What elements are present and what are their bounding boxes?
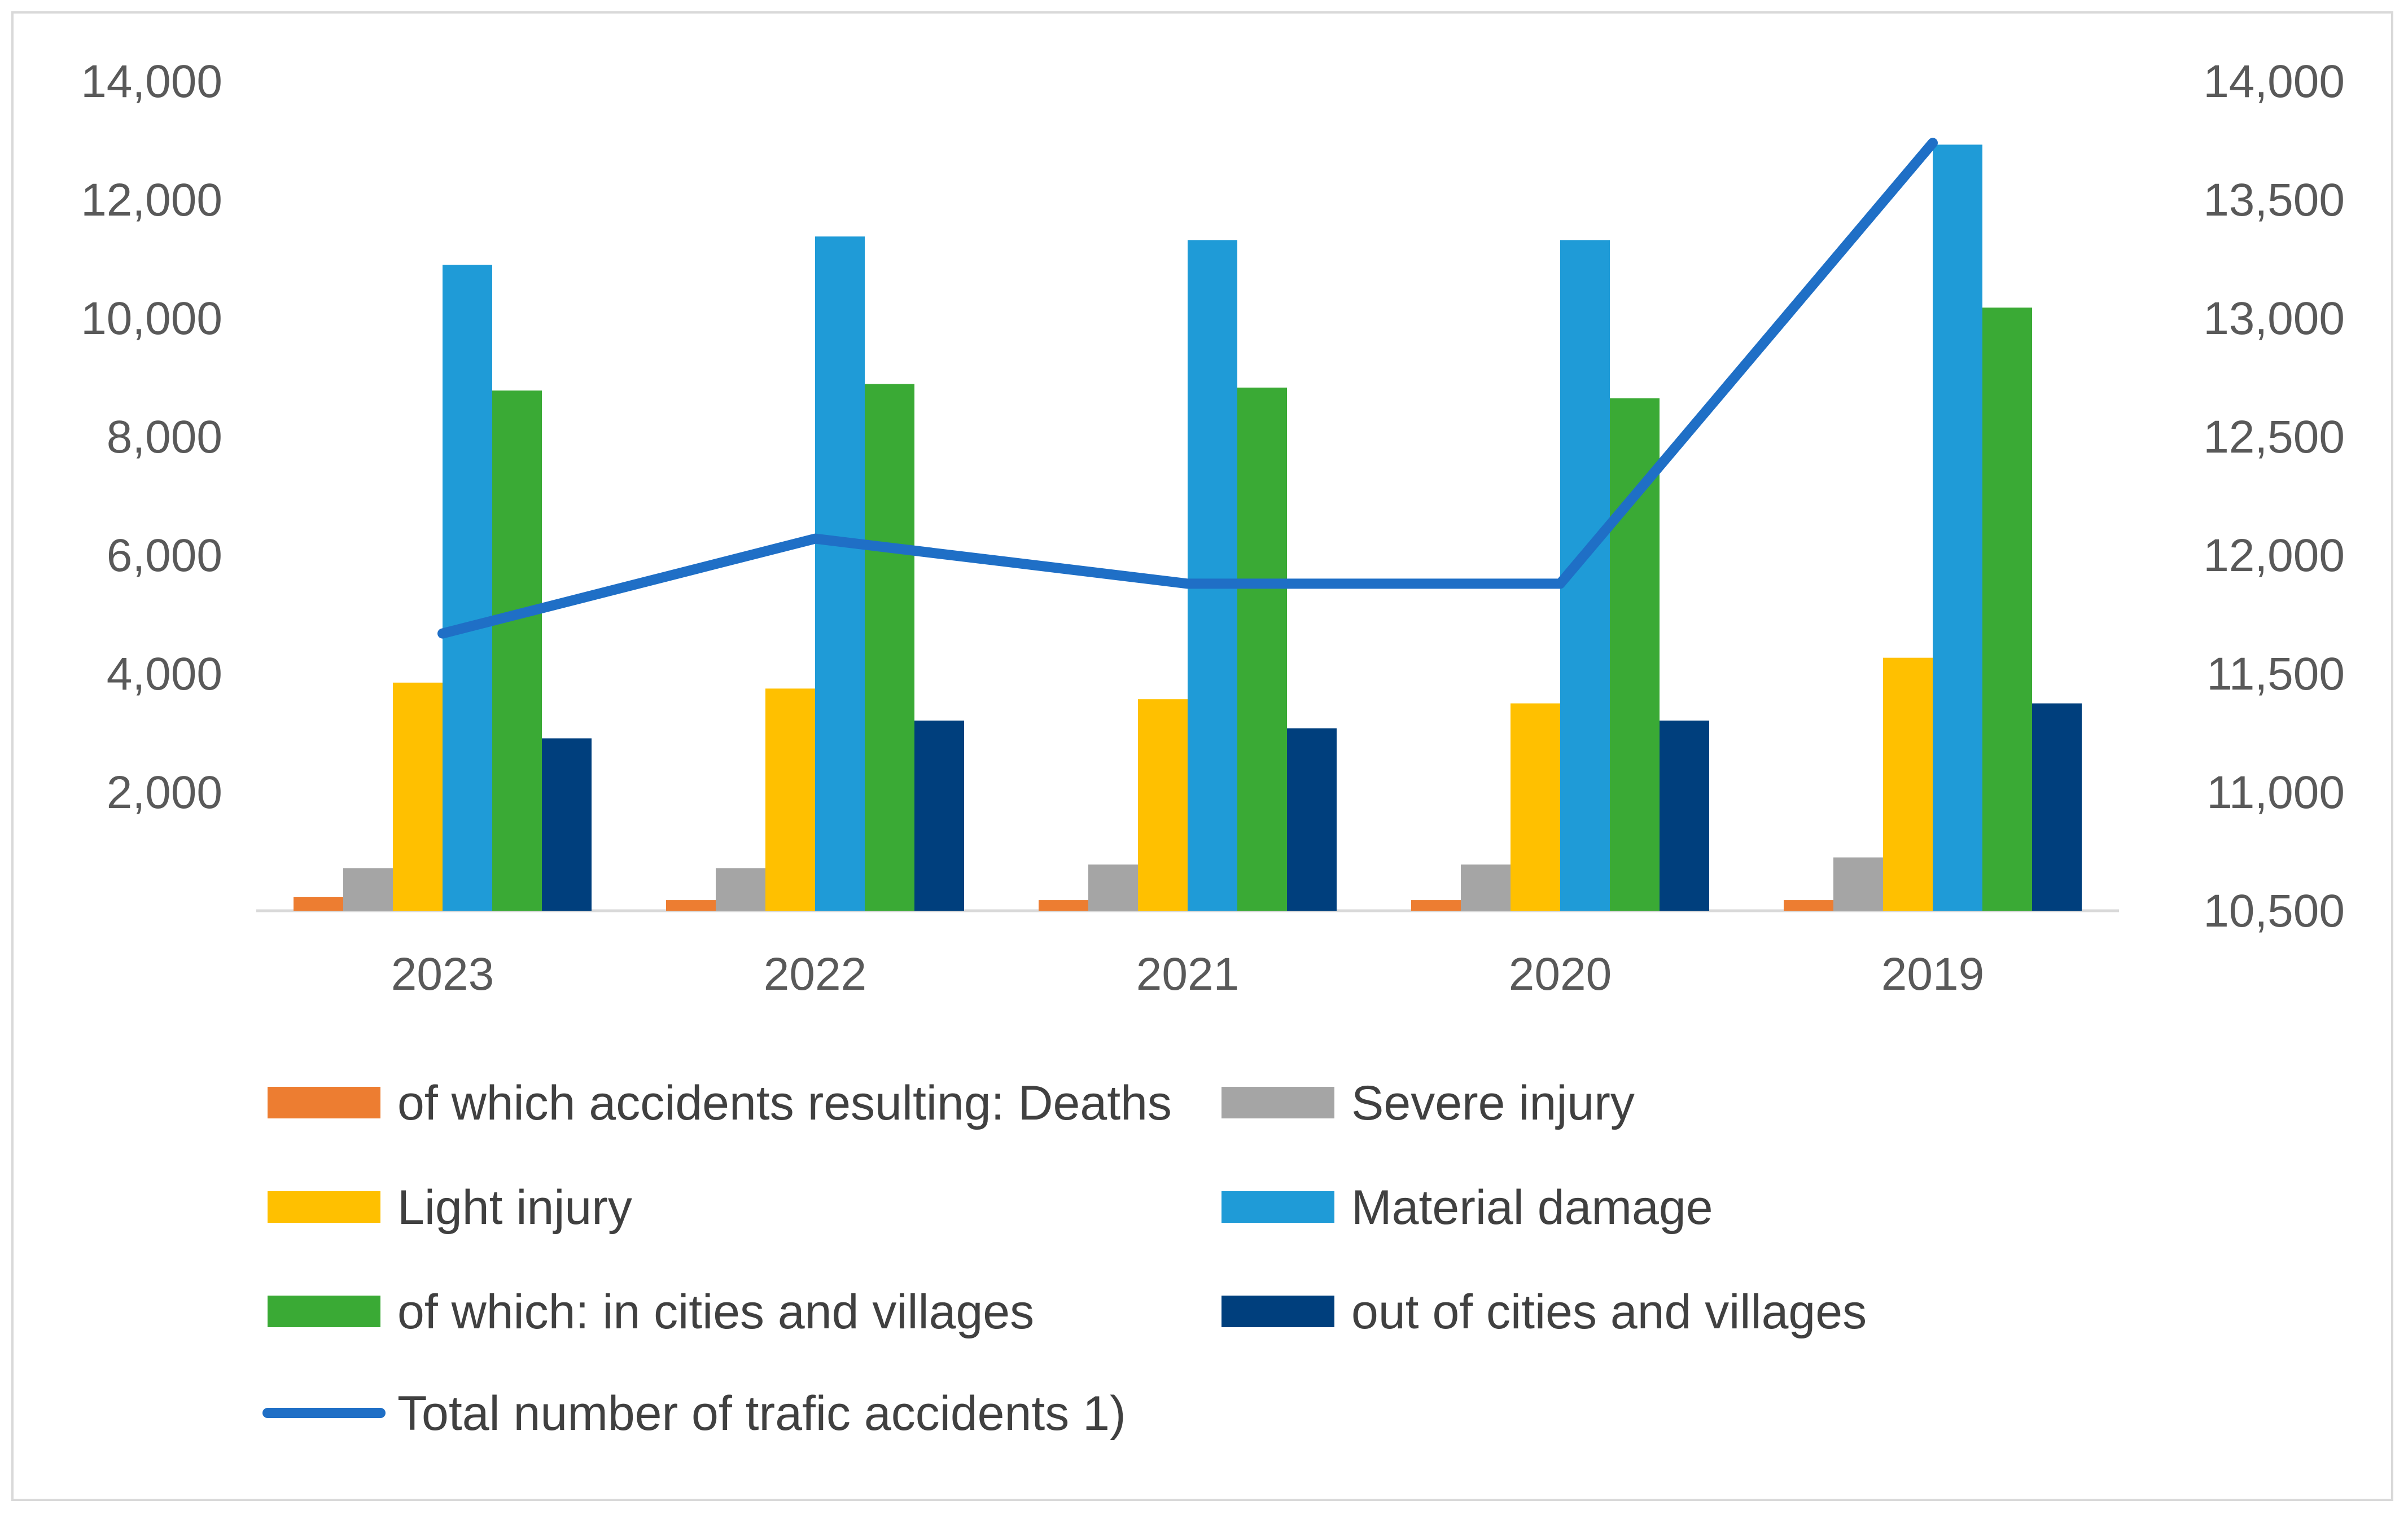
left-tick-label: 12,000 (81, 174, 222, 226)
bar (1933, 144, 1982, 911)
plot-area (256, 138, 2119, 912)
bar (914, 720, 964, 911)
x-tick-label: 2020 (1509, 949, 1612, 1000)
legend: of which accidents resulting: Deaths Seve… (262, 1076, 1867, 1441)
bar (1287, 728, 1337, 911)
x-tick-label: 2021 (1136, 949, 1239, 1000)
right-tick-label: 11,500 (2206, 648, 2345, 700)
right-tick-label: 13,500 (2203, 174, 2345, 226)
bar (1833, 857, 1883, 911)
bar (343, 868, 393, 911)
bar (1784, 900, 1833, 911)
legend-label: of which: in cities and villages (397, 1285, 1034, 1339)
bar (2032, 703, 2082, 911)
x-tick-label: 2022 (764, 949, 866, 1000)
right-axis: 10,500 11,000 11,500 12,000 12,500 13,000 13,5… (2203, 56, 2345, 937)
legend-label: Light injury (397, 1180, 632, 1235)
bar (1138, 699, 1188, 911)
x-axis: 2023 2022 2021 2020 2019 (391, 949, 1984, 1000)
bar (1039, 900, 1088, 911)
x-tick-label: 2023 (391, 949, 494, 1000)
bar (716, 868, 765, 911)
legend-swatch (1221, 1191, 1334, 1223)
bar (865, 384, 914, 911)
legend-label: Material damage (1351, 1180, 1713, 1235)
legend-label: of which accidents resulting: Deaths (397, 1076, 1172, 1130)
bar (1188, 240, 1237, 911)
left-tick-label: 14,000 (81, 56, 222, 107)
bar (765, 688, 815, 911)
bar (666, 900, 716, 911)
bar (1660, 720, 1709, 911)
legend-swatch (1221, 1087, 1334, 1118)
right-tick-label: 13,000 (2203, 293, 2345, 344)
line-series-total (437, 138, 1938, 639)
bar (1411, 900, 1461, 911)
bar (542, 738, 592, 911)
bar (1461, 864, 1511, 911)
left-axis: 2,000 4,000 6,000 8,000 10,000 12,000 14,000 (81, 56, 222, 818)
bar (1883, 657, 1933, 911)
bar (815, 236, 865, 911)
legend-label: Total number of trafic accidents 1) (397, 1386, 1126, 1441)
bar (393, 682, 443, 911)
bar (492, 390, 542, 911)
legend-swatch (268, 1191, 380, 1223)
combo-chart: 2,000 4,000 6,000 8,000 10,000 12,000 14,000 1… (81, 56, 2345, 1441)
x-tick-label: 2019 (1881, 949, 1984, 1000)
right-tick-label: 11,000 (2206, 767, 2345, 818)
left-tick-label: 6,000 (107, 530, 222, 581)
left-tick-label: 10,000 (81, 293, 222, 344)
right-tick-label: 12,000 (2203, 530, 2345, 581)
legend-swatch (268, 1087, 380, 1118)
right-tick-label: 14,000 (2203, 56, 2345, 107)
legend-swatch (268, 1296, 380, 1327)
left-tick-label: 8,000 (107, 411, 222, 463)
bar (294, 897, 343, 911)
chart-frame: 2,000 4,000 6,000 8,000 10,000 12,000 14,000 1… (11, 11, 2393, 1501)
legend-swatch (1221, 1296, 1334, 1327)
bar (1088, 864, 1138, 911)
legend-label: Severe injury (1351, 1076, 1635, 1130)
bar (1982, 308, 2032, 911)
right-tick-label: 12,500 (2203, 411, 2345, 463)
bar (443, 265, 492, 911)
left-tick-label: 4,000 (107, 648, 222, 700)
bar (1237, 387, 1287, 911)
bar (1511, 703, 1560, 911)
right-tick-label: 10,500 (2203, 885, 2345, 937)
legend-label: out of cities and villages (1351, 1285, 1867, 1339)
left-tick-label: 2,000 (107, 767, 222, 818)
